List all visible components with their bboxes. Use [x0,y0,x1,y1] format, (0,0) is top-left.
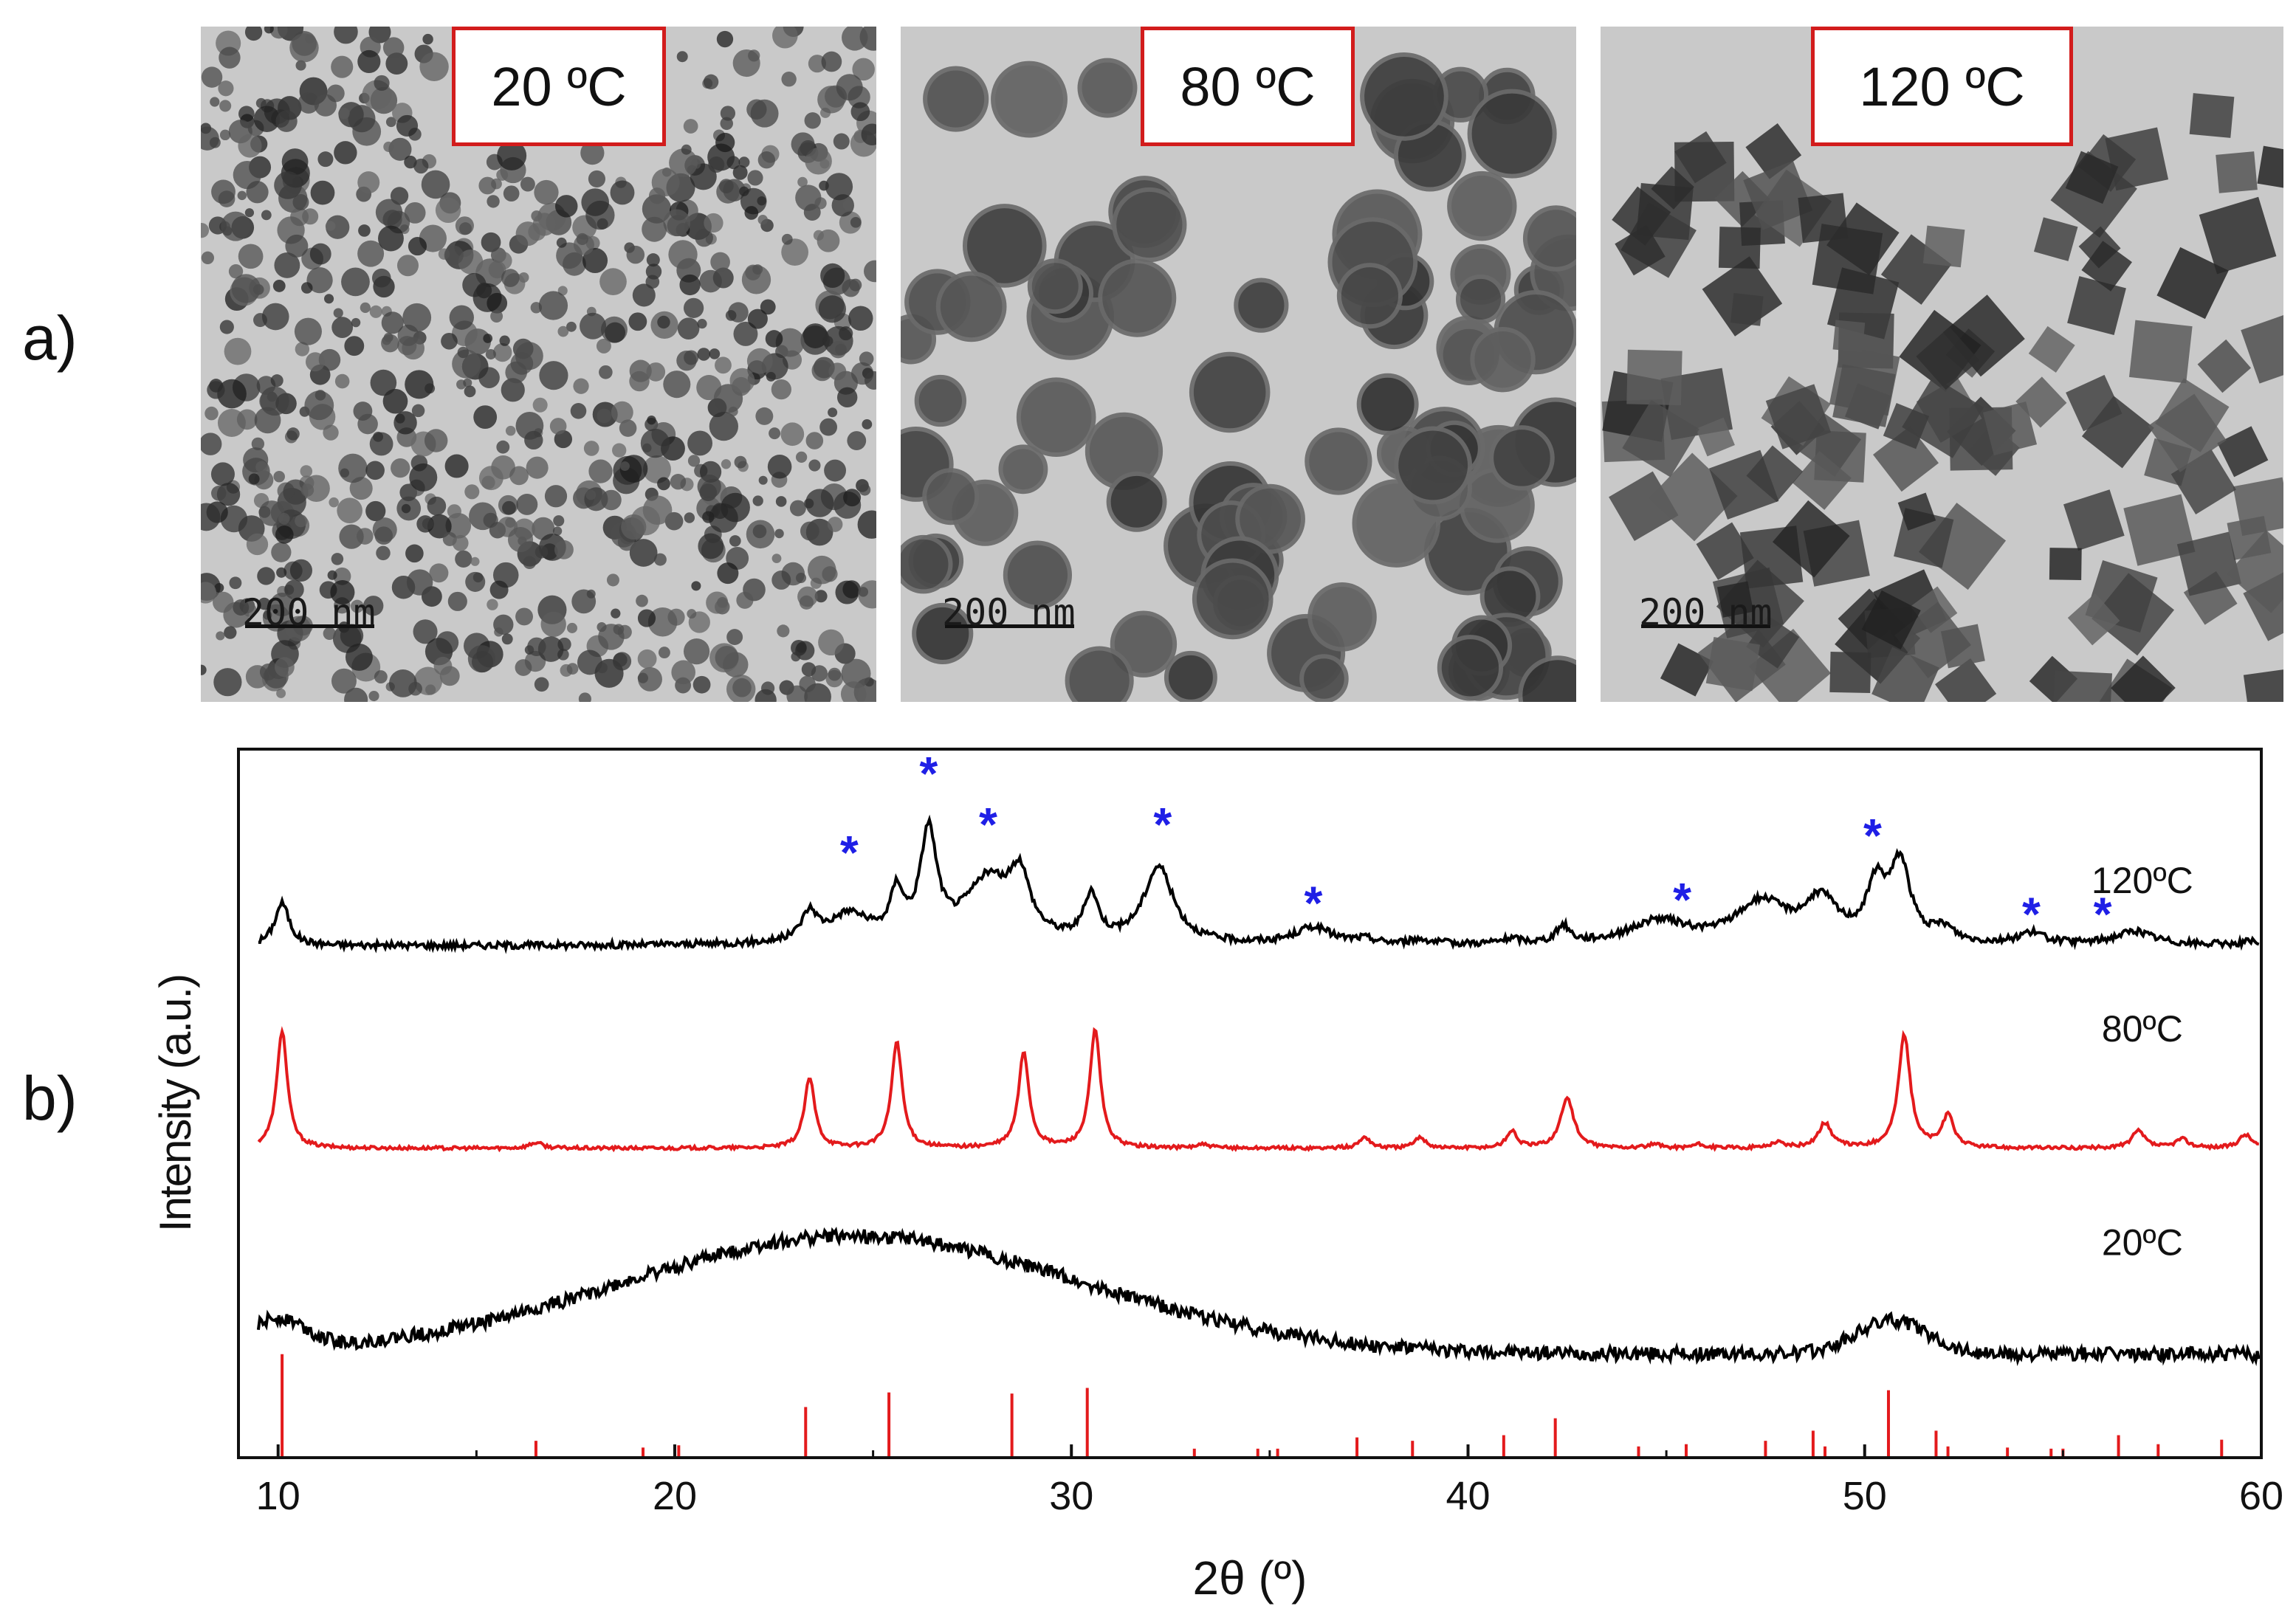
star-marker: * [2022,888,2041,941]
x-tick-label: 20 [653,1474,697,1518]
plot-frame [237,748,2263,1459]
y-axis-label: Intensity (a.u.) [151,975,200,1232]
star-marker: * [1673,873,1691,926]
tem-image-20c: 20 ºC 200 nm [201,27,876,702]
star-marker: * [919,747,938,800]
star-marker: * [1863,809,1882,862]
x-tick-label: 60 [2239,1474,2283,1518]
xrd-traces [256,814,2261,1367]
star-marker: * [979,798,997,851]
panel-label-b: b) [22,1064,78,1133]
star-marker: * [1305,876,1323,929]
scale-bar-label: 200 nm [942,591,1076,634]
scale-bar-label: 200 nm [242,591,376,634]
x-tick-label: 40 [1446,1474,1490,1518]
temperature-label: 20 ºC [452,27,666,146]
star-marker: * [1153,798,1172,851]
scale-bar-label: 200 nm [1639,591,1773,634]
temperature-label: 120 ºC [1811,27,2073,146]
x-tick-label: 50 [1843,1474,1887,1518]
x-axis-ticks: 10 20 30 40 50 60 [256,1444,2283,1518]
x-tick-label: 10 [256,1474,300,1518]
tem-image-80c: 80 ºC 200 nm [901,27,1576,702]
temperature-label: 80 ºC [1141,27,1355,146]
particles [901,52,1576,702]
trace-label: 120ºC [2092,860,2193,901]
trace-label: 20ºC [2102,1222,2183,1264]
tem-micrograph [901,27,1576,702]
star-marker: * [840,826,859,879]
star-marker: * [2094,888,2112,941]
series-line-80ºC [257,1026,2259,1153]
star-markers: * * * * * * * * * [840,747,2112,940]
x-axis-label: 2θ (º) [1193,1551,1307,1605]
trace-labels: 120ºC 80ºC 20ºC [2092,860,2193,1264]
scale-bar [945,624,1074,628]
trace-label: 80ºC [2102,1008,2183,1050]
particles [201,27,876,702]
series-line-120ºC [258,814,2260,954]
series-line-20ºC [256,1226,2261,1367]
scale-bar [245,624,374,628]
x-tick-label: 30 [1049,1474,1093,1518]
panel-label-a: a) [22,303,78,373]
tem-image-120c: 120 ºC 200 nm [1601,27,2283,702]
scale-bar [1641,624,1770,628]
reference-lines [281,1354,2224,1458]
